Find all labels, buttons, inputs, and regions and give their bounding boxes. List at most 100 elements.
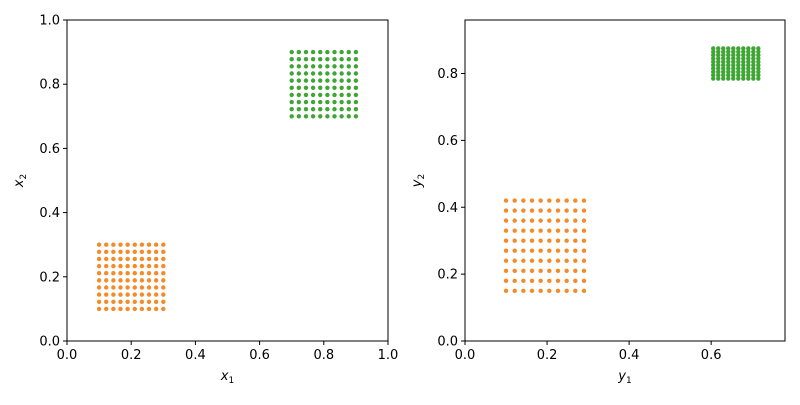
series-2 bbox=[289, 49, 359, 119]
data-point bbox=[721, 56, 726, 61]
data-point bbox=[711, 49, 716, 54]
data-point bbox=[125, 285, 130, 290]
data-point bbox=[125, 271, 130, 276]
data-point bbox=[564, 198, 569, 203]
data-point bbox=[736, 56, 741, 61]
data-point bbox=[555, 238, 561, 243]
data-point bbox=[581, 228, 587, 233]
data-point bbox=[512, 268, 517, 273]
data-point bbox=[353, 57, 359, 62]
data-point bbox=[555, 258, 561, 263]
data-point bbox=[303, 49, 309, 55]
data-point bbox=[503, 278, 509, 284]
y-tick-label: 0.2 bbox=[39, 270, 60, 285]
data-point bbox=[346, 99, 351, 105]
data-point bbox=[104, 285, 109, 290]
data-point bbox=[756, 56, 761, 61]
data-point bbox=[111, 263, 116, 269]
data-point bbox=[153, 306, 159, 312]
data-point bbox=[310, 71, 316, 76]
data-point bbox=[132, 256, 137, 262]
data-point bbox=[581, 208, 587, 213]
y-axis-label: y2 bbox=[410, 174, 427, 188]
data-point bbox=[751, 52, 756, 58]
data-point bbox=[104, 256, 109, 262]
data-point bbox=[736, 52, 741, 58]
data-point bbox=[332, 99, 337, 105]
data-point bbox=[353, 71, 359, 76]
data-point bbox=[104, 292, 109, 297]
data-point bbox=[547, 288, 552, 294]
data-point bbox=[161, 285, 166, 290]
data-point bbox=[132, 278, 137, 283]
data-point bbox=[289, 106, 294, 112]
data-point bbox=[139, 263, 145, 269]
data-point bbox=[756, 69, 761, 75]
data-point bbox=[756, 52, 761, 58]
data-point bbox=[104, 242, 109, 247]
data-point bbox=[161, 278, 166, 283]
data-point bbox=[721, 76, 726, 81]
data-point bbox=[503, 218, 509, 223]
data-point bbox=[521, 288, 526, 294]
data-point bbox=[146, 292, 152, 297]
data-point bbox=[161, 263, 166, 269]
data-point bbox=[289, 49, 294, 55]
data-point bbox=[529, 258, 535, 263]
data-point bbox=[521, 248, 526, 253]
data-point bbox=[538, 228, 543, 233]
data-point bbox=[741, 66, 746, 71]
data-point bbox=[132, 299, 137, 304]
data-point bbox=[346, 114, 351, 119]
data-point bbox=[521, 218, 526, 223]
data-point bbox=[721, 49, 726, 54]
data-point bbox=[332, 49, 337, 55]
data-point bbox=[756, 49, 761, 54]
data-point bbox=[716, 46, 721, 51]
data-point bbox=[332, 114, 337, 119]
data-point bbox=[132, 285, 137, 290]
data-point bbox=[132, 249, 137, 255]
data-point bbox=[289, 78, 294, 83]
data-point bbox=[731, 72, 736, 78]
data-point bbox=[332, 106, 337, 112]
x-tick-label: 0.8 bbox=[313, 348, 334, 363]
data-point bbox=[731, 76, 736, 81]
data-point bbox=[153, 271, 159, 276]
data-point bbox=[139, 256, 145, 262]
data-point bbox=[741, 76, 746, 81]
y-tick-label: 0.4 bbox=[39, 206, 60, 221]
data-point bbox=[125, 256, 130, 262]
data-point bbox=[318, 64, 323, 69]
data-point bbox=[731, 66, 736, 71]
data-point bbox=[104, 306, 109, 312]
data-point bbox=[581, 268, 587, 273]
x-tick-label: 0.4 bbox=[185, 348, 206, 363]
data-point bbox=[529, 288, 535, 294]
data-point bbox=[346, 64, 351, 69]
data-point bbox=[153, 249, 159, 255]
data-point bbox=[296, 99, 302, 105]
data-point bbox=[153, 263, 159, 269]
y-tick-label: 0.6 bbox=[39, 142, 60, 157]
data-point bbox=[716, 69, 721, 75]
data-point bbox=[310, 114, 316, 119]
data-point bbox=[353, 49, 359, 55]
data-point bbox=[538, 198, 543, 203]
data-point bbox=[512, 208, 517, 213]
data-point bbox=[146, 263, 152, 269]
data-point bbox=[96, 249, 102, 255]
data-point bbox=[146, 242, 152, 247]
data-point bbox=[721, 69, 726, 75]
data-point bbox=[139, 278, 145, 283]
data-point bbox=[547, 238, 552, 243]
data-point bbox=[125, 242, 130, 247]
data-point bbox=[711, 76, 716, 81]
data-point bbox=[741, 49, 746, 54]
data-point bbox=[746, 69, 751, 75]
data-point bbox=[353, 85, 359, 90]
data-point bbox=[711, 52, 716, 58]
data-point bbox=[547, 268, 552, 273]
